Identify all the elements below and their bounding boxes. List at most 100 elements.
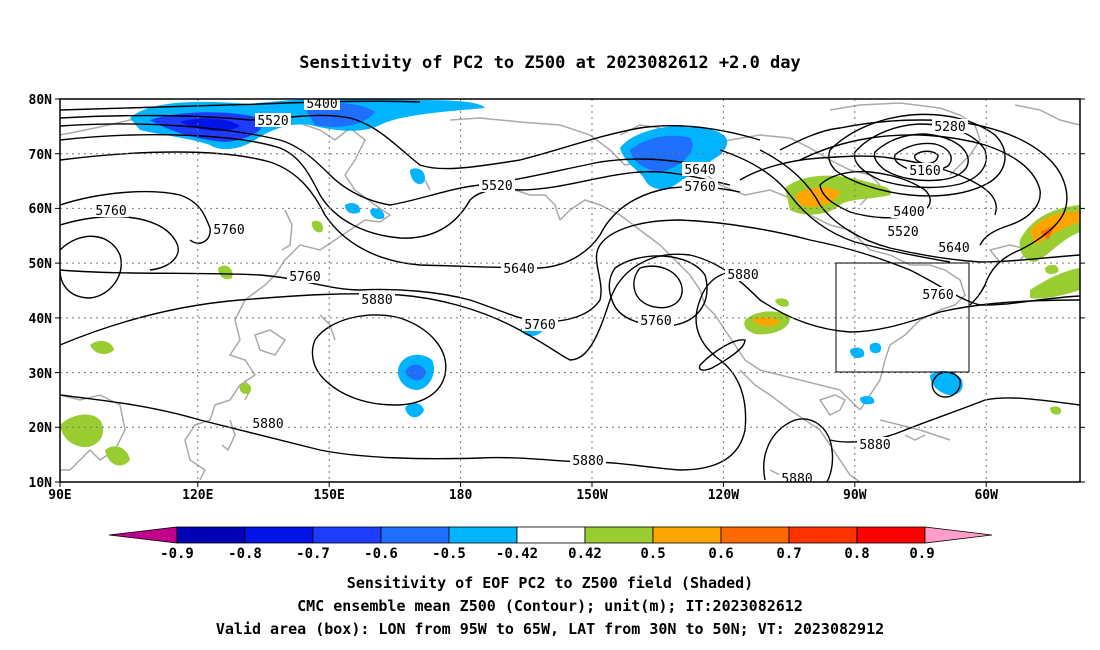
valid-area-box — [835, 262, 970, 373]
contour-label-bg — [211, 222, 247, 236]
colorbar-label: 0.8 — [844, 546, 869, 562]
contour-label: 5760 — [95, 204, 126, 219]
contour-label-bg — [287, 269, 323, 283]
contour-label: 5880 — [252, 417, 283, 432]
contour-label-bg — [304, 99, 340, 110]
figure-title: Sensitivity of PC2 to Z500 at 2023082612… — [299, 53, 801, 73]
lat-label: 80N — [29, 93, 53, 108]
latitude-labels: 80N 70N 60N 50N 40N 30N 20N 10N — [29, 93, 53, 491]
colorbar-segment — [856, 526, 926, 544]
colorbar-label: -0.7 — [296, 546, 330, 562]
lat-label: 10N — [29, 476, 53, 491]
colorbar-segment — [380, 526, 450, 544]
colorbar-label: -0.6 — [364, 546, 398, 562]
contour-label: 5400 — [893, 205, 924, 220]
colorbar-label: -0.5 — [432, 546, 466, 562]
colorbar-segment — [788, 526, 858, 544]
contour-label-bg — [682, 162, 718, 176]
lon-label: 90W — [843, 488, 867, 503]
contour-label-bg — [779, 471, 815, 482]
contour-label: 5160 — [909, 164, 940, 179]
colorbar-segment — [652, 526, 722, 544]
contour-label: 5880 — [859, 438, 890, 453]
colorbar-segment — [584, 526, 654, 544]
contour-label: 5760 — [289, 270, 320, 285]
lon-label: 150W — [576, 488, 607, 503]
colorbar-segment — [176, 526, 246, 544]
lon-label: 90E — [48, 488, 71, 503]
contour-label: 5400 — [306, 97, 337, 112]
contour-label: 5520 — [257, 114, 288, 129]
contour-label-bg — [359, 292, 395, 306]
colorbar-label: 0.42 — [568, 546, 602, 562]
contour-label-bg — [479, 178, 515, 192]
lon-label: 120W — [708, 488, 739, 503]
contour-label-bg — [936, 240, 972, 254]
colorbar-labels: -0.9 -0.8 -0.7 -0.6 -0.5 -0.42 0.42 0.5 … — [160, 546, 935, 562]
contour-label-bg — [522, 317, 558, 331]
caption-line-3: Valid area (box): LON from 95W to 65W, L… — [216, 620, 884, 638]
axis-ticks — [55, 98, 1085, 487]
contour-label-bg — [682, 179, 718, 193]
contour-label: 5640 — [684, 163, 715, 178]
longitude-labels: 90E 120E 150E 180 150W 120W 90W 60W — [48, 488, 998, 503]
colorbar-segment — [720, 526, 790, 544]
lon-label: 180 — [449, 488, 473, 503]
lat-label: 30N — [29, 367, 53, 382]
colorbar-extend-min — [108, 526, 178, 544]
colorbar-segment — [516, 526, 586, 544]
lat-label: 40N — [29, 312, 53, 327]
colorbar-label: 0.5 — [640, 546, 665, 562]
plot-area: 5400 5520 5280 5160 5520 5640 5760 5760 5760 5760… — [60, 97, 1080, 482]
contour-label: 5760 — [684, 180, 715, 195]
contour-label-bg — [891, 204, 927, 218]
colorbar-label: 0.6 — [708, 546, 733, 562]
contour-label-bg — [255, 113, 291, 127]
colorbar-label: 0.7 — [776, 546, 801, 562]
colorbar-extend-max — [924, 526, 993, 544]
contour-label: 5280 — [934, 120, 965, 135]
lon-label: 120E — [182, 488, 213, 503]
contour-label-bg — [93, 203, 129, 217]
contour-label-bg — [920, 287, 956, 301]
contour-label: 5760 — [213, 223, 244, 238]
colorbar-segment — [448, 526, 518, 544]
colorbar-segment — [312, 526, 382, 544]
contour-label: 5760 — [640, 314, 671, 329]
colorbar-segment — [244, 526, 314, 544]
contour-label: 5640 — [503, 262, 534, 277]
contour-label-bg — [857, 437, 893, 451]
contour-label-bg — [725, 267, 761, 281]
plot-frame — [59, 98, 1081, 483]
colorbar-label: -0.8 — [228, 546, 262, 562]
contour-label-bg — [570, 453, 606, 467]
lat-label: 60N — [29, 202, 53, 217]
colorbar-label: -0.42 — [496, 546, 538, 562]
contour-label: 5520 — [887, 225, 918, 240]
contour-label-bg — [907, 163, 943, 177]
contour-label: 5520 — [481, 179, 512, 194]
contour-label: 5640 — [938, 241, 969, 256]
lat-label: 20N — [29, 421, 53, 436]
contour-label-bg — [250, 416, 286, 430]
colorbar-label: -0.9 — [160, 546, 194, 562]
contour-label-bg — [885, 224, 921, 238]
contour-label: 5880 — [572, 454, 603, 469]
lat-label: 50N — [29, 257, 53, 272]
contour-label-bg — [501, 261, 537, 275]
contour-label: 5760 — [524, 318, 555, 333]
lat-label: 70N — [29, 148, 53, 163]
lon-label: 150E — [314, 488, 345, 503]
contour-label-bg — [638, 313, 674, 327]
caption-line-2: CMC ensemble mean Z500 (Contour); unit(m… — [297, 597, 803, 615]
gridlines — [60, 99, 1080, 482]
contour-label: 5880 — [727, 268, 758, 283]
z500-contours — [60, 100, 1080, 482]
caption-line-1: Sensitivity of EOF PC2 to Z500 field (Sh… — [347, 574, 753, 592]
lon-label: 60W — [974, 488, 998, 503]
colorbar — [108, 526, 993, 544]
contour-label-bg — [932, 119, 968, 133]
contour-labels: 5400 5520 5280 5160 5520 5640 5760 5760 5760 5760… — [93, 97, 972, 482]
contour-label: 5880 — [361, 293, 392, 308]
